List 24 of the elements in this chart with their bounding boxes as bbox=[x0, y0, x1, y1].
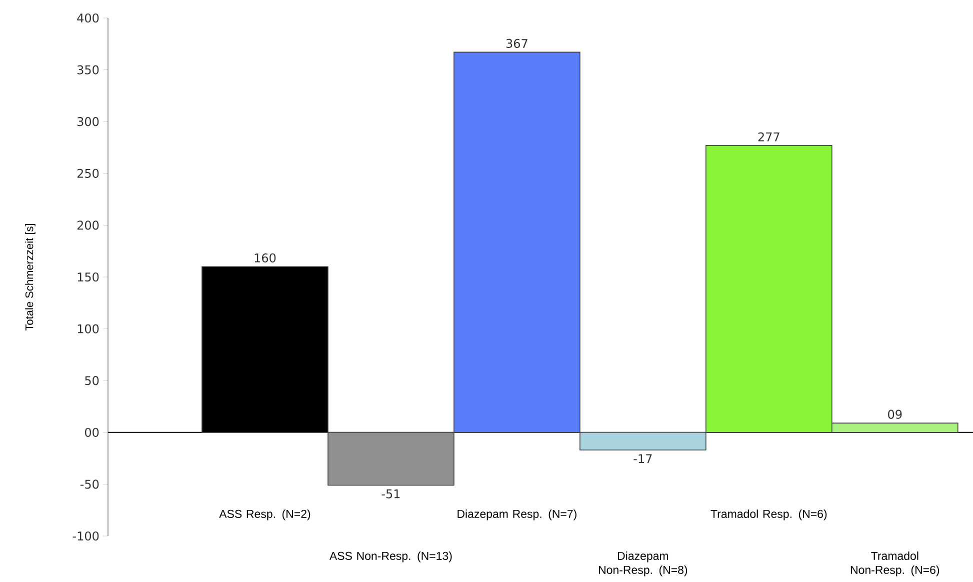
x-tick-label: Diazepam Resp. (N=7) bbox=[458, 510, 576, 520]
data-label: 160 bbox=[254, 253, 276, 262]
y-tick-label: -100 bbox=[72, 531, 99, 541]
y-tick-label: 200 bbox=[77, 220, 99, 230]
x-tick-label: ASS Resp. (N=2) bbox=[219, 510, 310, 520]
y-tick-label: 350 bbox=[77, 65, 99, 74]
y-tick-label: 300 bbox=[77, 117, 99, 126]
data-label: -51 bbox=[382, 489, 400, 498]
data-label: 367 bbox=[506, 38, 528, 48]
data-label: 277 bbox=[758, 132, 780, 142]
x-tick-label: Diazepam Non-Resp. (N=8) bbox=[598, 552, 688, 576]
y-tick-label: 00 bbox=[84, 428, 99, 437]
x-tick-label: Tramadol Non-Resp. (N=6) bbox=[850, 552, 940, 576]
y-tick-label: 150 bbox=[78, 272, 99, 282]
y-tick-label: 250 bbox=[77, 168, 99, 178]
y-tick-label: 50 bbox=[85, 376, 99, 386]
data-label: 09 bbox=[888, 410, 902, 419]
x-tick-label: Tramadol Resp. (N=6) bbox=[710, 510, 827, 520]
y-tick-label: -50 bbox=[80, 480, 99, 489]
x-tick-label: ASS Non-Resp. (N=13) bbox=[329, 552, 452, 562]
y-axis-title: Totale Schmerzzeit [s] bbox=[25, 224, 36, 331]
y-tick-label: 100 bbox=[78, 324, 99, 334]
y-tick-label: 400 bbox=[77, 13, 99, 23]
data-label: -17 bbox=[634, 454, 652, 463]
